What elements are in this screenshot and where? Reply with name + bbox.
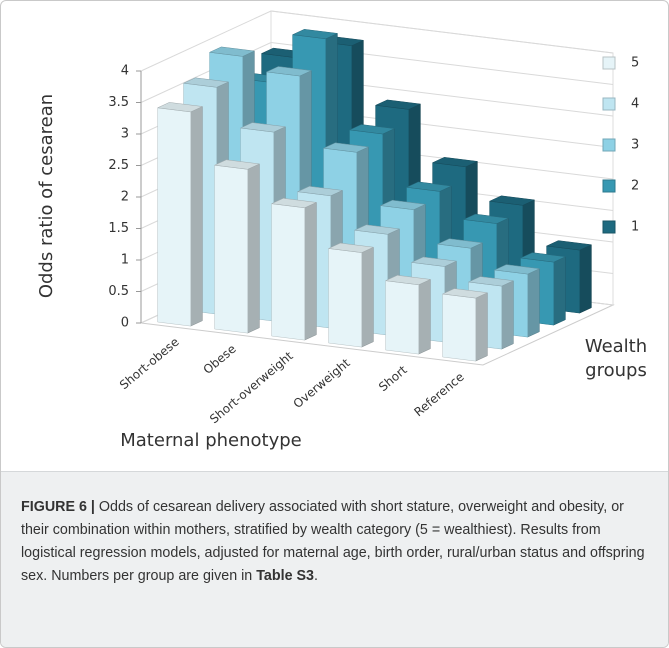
- bar-top: [348, 124, 396, 135]
- bar: [384, 275, 432, 355]
- legend-title: Wealth groups: [584, 336, 648, 381]
- bar-front: [214, 164, 248, 334]
- caption: FIGURE 6 | Odds of cesarean delivery ass…: [21, 496, 650, 588]
- grid-line: [140, 41, 614, 103]
- y-tick-label: 0: [121, 316, 129, 331]
- legend-swatch: [602, 179, 616, 193]
- bar-top: [327, 242, 375, 253]
- bar-side: [527, 268, 540, 338]
- x-tick-label: Short: [376, 363, 410, 395]
- caption-box: FIGURE 6 | Odds of cesarean delivery ass…: [1, 471, 668, 647]
- legend-label: 3: [631, 138, 639, 153]
- caption-ref: Table S3: [256, 568, 314, 584]
- y-tick-label: 3.5: [108, 95, 129, 110]
- bar-top: [265, 66, 313, 77]
- y-tick-label: 2.5: [108, 158, 129, 173]
- caption-text: Odds of cesarean delivery associated wit…: [21, 499, 645, 584]
- y-tick-label: 1.5: [108, 221, 129, 236]
- bar-top: [208, 46, 256, 57]
- bar: [213, 159, 261, 334]
- bar-top: [545, 240, 593, 251]
- x-axis-title: Maternal phenotype: [120, 430, 301, 451]
- legend-label: 5: [631, 56, 639, 71]
- bar-side: [579, 244, 592, 314]
- caption-end: .: [313, 568, 318, 584]
- y-axis-title: Odds ratio of cesarean: [36, 94, 57, 298]
- y-tick-label: 3: [121, 127, 129, 142]
- caption-label: FIGURE 6 |: [21, 499, 95, 515]
- legend-swatch: [602, 220, 616, 234]
- grid-line: [140, 10, 614, 72]
- bar-top: [239, 122, 287, 133]
- bar-top: [379, 199, 427, 210]
- bar-side: [247, 163, 260, 334]
- bar-top: [410, 256, 458, 267]
- bar-top: [213, 159, 261, 170]
- chart: Odds ratio of cesarean Maternal phenotyp…: [36, 10, 639, 451]
- legend-swatch: [602, 56, 616, 70]
- bar-top: [270, 198, 318, 209]
- legend-label: 4: [631, 97, 639, 112]
- legend-swatch: [602, 97, 616, 111]
- bar-side: [190, 106, 203, 327]
- bar-front: [385, 280, 419, 355]
- y-tick-label: 4: [121, 64, 129, 79]
- bar-side: [418, 279, 431, 355]
- bar-top: [291, 29, 339, 40]
- bar-top: [519, 252, 567, 263]
- bar-top: [156, 102, 204, 113]
- bar-top: [467, 276, 515, 287]
- bar-top: [353, 224, 401, 235]
- bar-top: [405, 181, 453, 192]
- bar-top: [493, 264, 541, 275]
- y-tick-label: 2: [121, 190, 129, 205]
- legend-label: 2: [631, 179, 639, 194]
- bar-top: [374, 99, 422, 110]
- bar-front: [328, 248, 362, 348]
- bar: [270, 198, 318, 341]
- bar-side: [475, 292, 488, 362]
- bar-front: [271, 203, 305, 341]
- legend-label: 1: [631, 220, 639, 235]
- bar-top: [431, 157, 479, 168]
- bar-top: [436, 238, 484, 249]
- bar-top: [384, 275, 432, 286]
- y-tick-label: 1: [121, 253, 129, 268]
- bar-side: [553, 256, 566, 326]
- bar-front: [442, 293, 476, 362]
- bar-top: [296, 186, 344, 197]
- bar-side: [304, 202, 317, 341]
- bar-side: [361, 246, 374, 348]
- bar: [441, 288, 489, 362]
- bar: [327, 242, 375, 348]
- bar-side: [501, 280, 514, 350]
- x-tick-label: Obese: [200, 342, 238, 377]
- bar: [156, 102, 204, 327]
- x-tick-label: Short-obese: [117, 335, 182, 392]
- x-tick-label: Reference: [411, 370, 466, 420]
- bar-top: [488, 195, 536, 206]
- bar-top: [441, 288, 489, 299]
- legend-swatch: [602, 138, 616, 152]
- bar-top: [322, 142, 370, 153]
- bar-top: [462, 213, 510, 224]
- bar-top: [182, 77, 230, 88]
- x-tick-label: Overweight: [291, 356, 353, 411]
- y-tick-label: 0.5: [108, 284, 129, 299]
- bar-front: [157, 107, 191, 327]
